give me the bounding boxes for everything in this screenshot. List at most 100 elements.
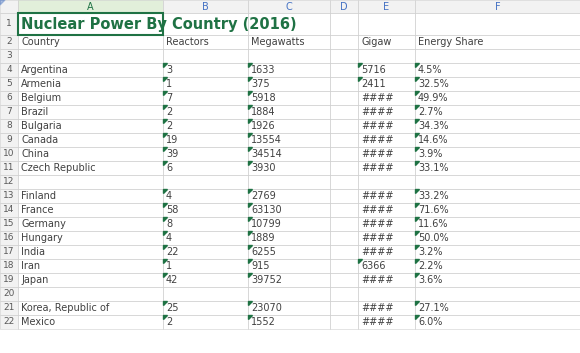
Bar [248,49,330,63]
Bar [330,259,358,273]
Polygon shape [415,245,419,250]
Text: 2.2%: 2.2% [418,261,443,271]
Bar [163,161,248,175]
Polygon shape [415,316,419,319]
Bar [163,245,248,259]
Bar [18,35,163,49]
Bar [415,189,580,203]
Text: Bulgaria: Bulgaria [21,121,61,131]
Bar [0,77,18,91]
Bar [163,189,248,203]
Bar [18,273,163,287]
Polygon shape [415,259,419,263]
Text: 9: 9 [6,136,12,144]
Bar [0,161,18,175]
Text: F: F [495,1,501,12]
Bar [18,63,163,77]
Bar [358,259,415,273]
Text: ####: #### [361,233,393,243]
Polygon shape [248,190,252,193]
Bar [248,301,330,315]
Bar [0,231,18,245]
Text: 23070: 23070 [251,303,282,313]
Bar [330,217,358,231]
Text: 6: 6 [6,94,12,102]
Text: 1884: 1884 [251,107,276,117]
Text: ####: #### [361,107,393,117]
Bar [163,13,248,35]
Bar [358,105,415,119]
Text: 6.0%: 6.0% [418,317,443,327]
Bar [358,175,415,189]
Text: Finland: Finland [21,191,56,201]
Bar [358,63,415,77]
Polygon shape [248,64,252,67]
Bar [18,119,163,133]
Bar [415,119,580,133]
Bar [248,35,330,49]
Bar [330,189,358,203]
Bar [330,231,358,245]
Text: 39: 39 [166,149,178,159]
Polygon shape [415,64,419,67]
Bar [163,315,248,329]
Bar [330,77,358,91]
Bar [248,245,330,259]
Text: 375: 375 [251,79,270,89]
Bar [330,13,358,35]
Text: 2: 2 [166,317,172,327]
Bar [0,301,18,315]
Polygon shape [164,301,168,305]
Bar [415,301,580,315]
Text: 3930: 3930 [251,163,276,173]
Bar [18,287,163,301]
Polygon shape [415,78,419,82]
Polygon shape [415,301,419,305]
Bar [163,287,248,301]
Text: ####: #### [361,317,393,327]
Bar [18,35,163,49]
Text: ####: #### [361,135,393,145]
Text: 1: 1 [166,79,172,89]
Bar [163,77,248,91]
Polygon shape [248,133,252,138]
Polygon shape [415,133,419,138]
Bar [163,147,248,161]
Bar [163,105,248,119]
Bar [163,217,248,231]
Text: 8: 8 [166,219,172,229]
Bar [0,119,18,133]
Bar [358,35,415,49]
Polygon shape [164,64,168,67]
Bar [330,203,358,217]
Bar [415,301,580,315]
Bar [18,77,163,91]
Bar [415,175,580,189]
Text: 19: 19 [3,275,15,285]
Bar [0,63,18,77]
Text: 6: 6 [166,163,172,173]
Bar [248,175,330,189]
Bar [415,315,580,329]
Bar [415,203,580,217]
Bar [18,0,163,13]
Bar [18,105,163,119]
Bar [415,203,580,217]
Polygon shape [164,316,168,319]
Text: Mexico: Mexico [21,317,55,327]
Bar [163,301,248,315]
Bar [163,49,248,63]
Bar [0,0,18,13]
Bar [248,0,330,13]
Text: 27.1%: 27.1% [418,303,449,313]
Polygon shape [248,316,252,319]
Text: 22: 22 [3,317,15,327]
Polygon shape [248,106,252,109]
Bar [330,49,358,63]
Bar [18,315,163,329]
Bar [163,203,248,217]
Polygon shape [164,148,168,151]
Polygon shape [415,190,419,193]
Bar [248,315,330,329]
Bar [0,147,18,161]
